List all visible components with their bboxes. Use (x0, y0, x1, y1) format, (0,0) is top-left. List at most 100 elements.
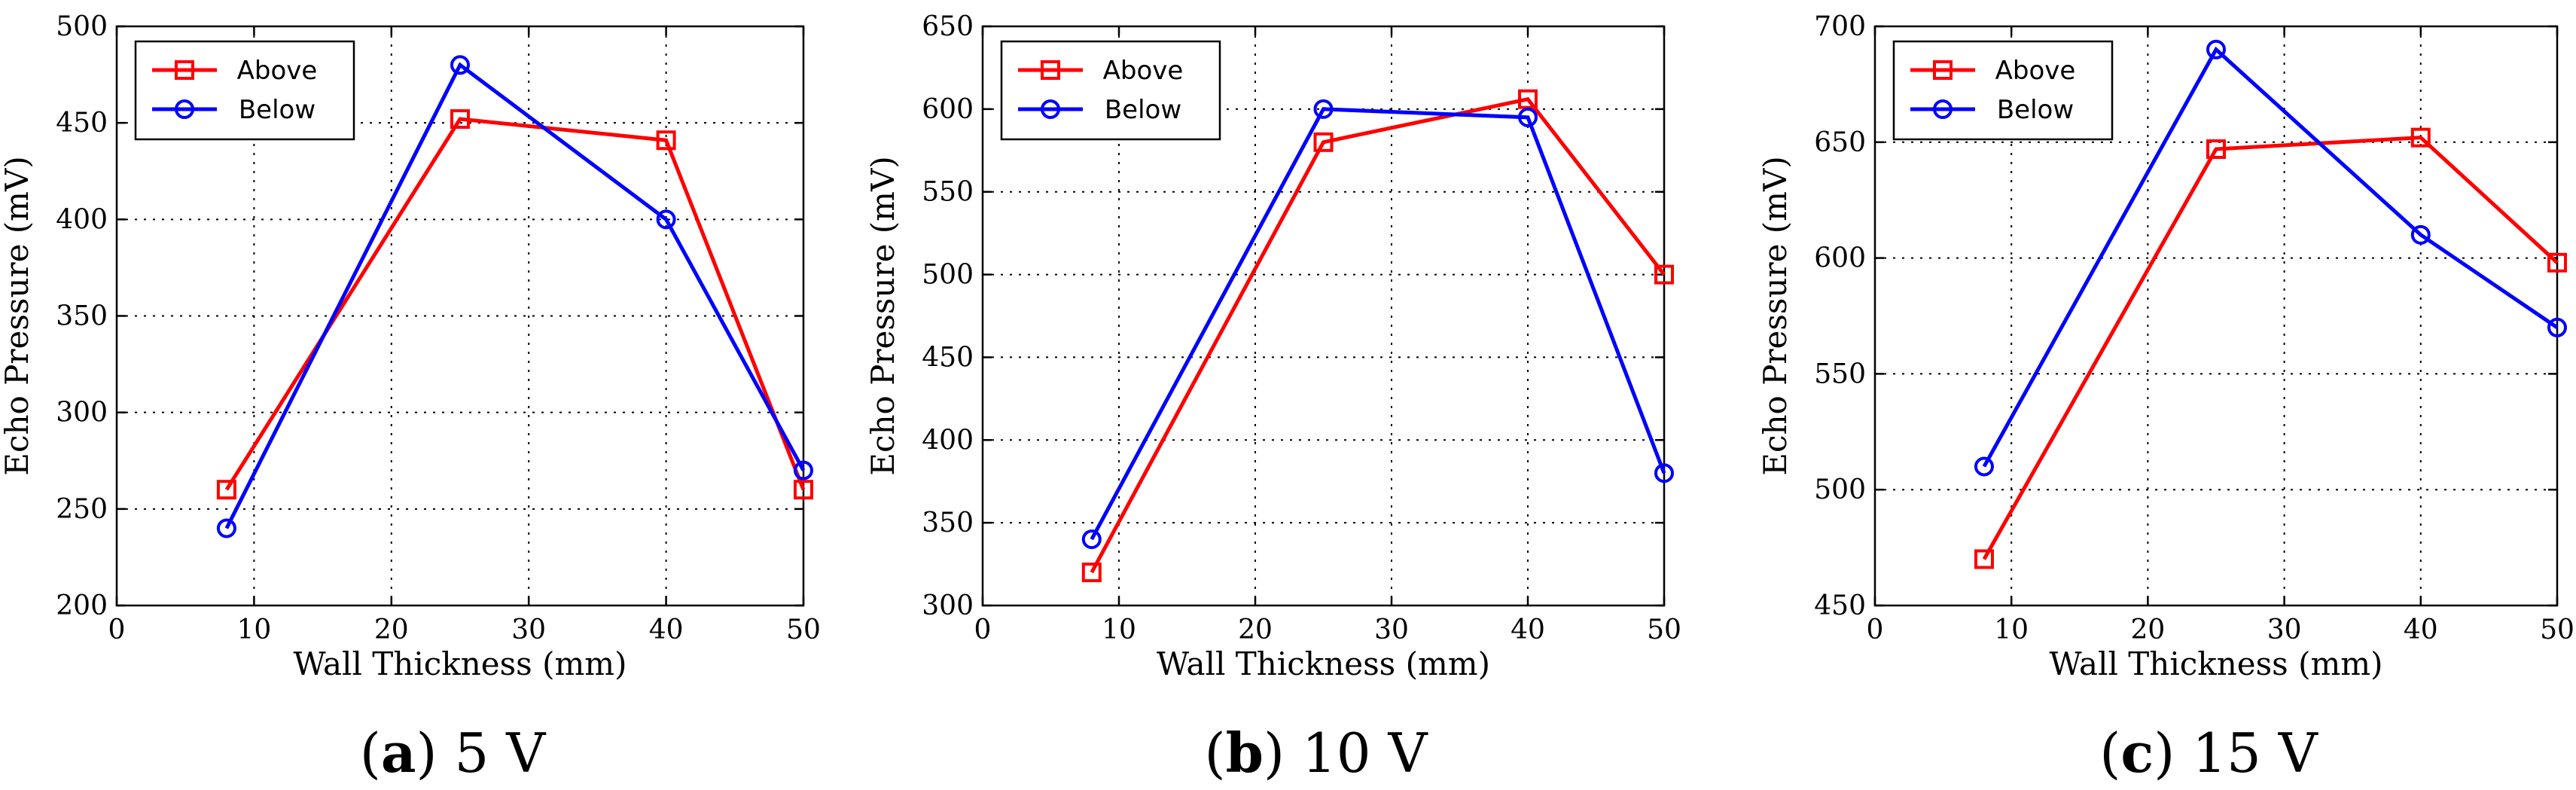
series-line-above (1982, 136, 2559, 560)
legend-label-above: Above (1995, 56, 2076, 86)
y-tick-label: 650 (1814, 127, 1866, 158)
x-tick-label: 40 (1511, 615, 1545, 645)
y-tick-label: 200 (56, 590, 108, 621)
legend-box (1892, 40, 2114, 141)
caption-open-paren: ( (2099, 721, 2120, 785)
y-axis-label: Echo Pressure (mV) (0, 156, 35, 475)
caption-open-paren: ( (1205, 721, 1226, 785)
caption-open-paren: ( (360, 721, 381, 785)
legend-marker-below (1933, 99, 1953, 119)
y-tick-label: 500 (56, 11, 108, 42)
data-point-below (1974, 456, 1994, 477)
caption-letter: a (381, 721, 416, 785)
x-tick-label: 0 (1867, 615, 1884, 645)
x-axis-label: Wall Thickness (mm) (1157, 645, 1490, 682)
y-tick-label: 700 (1814, 11, 1866, 42)
x-tick-label: 30 (511, 615, 546, 645)
y-tick-label: 300 (56, 398, 108, 429)
x-tick-label: 50 (1647, 615, 1681, 645)
x-tick-label: 50 (786, 615, 821, 645)
data-point-below (1313, 99, 1334, 119)
x-axis-label: Wall Thickness (mm) (293, 645, 626, 682)
x-tick-label: 50 (2540, 615, 2574, 645)
series-line-above (224, 117, 806, 491)
data-point-above (1654, 264, 1674, 285)
legend: Above Below (134, 40, 355, 141)
data-point-above (1974, 549, 1994, 569)
data-point-below (1518, 107, 1538, 127)
legend: Above Below (1892, 40, 2114, 141)
y-axis-label: Echo Pressure (mV) (1757, 156, 1794, 475)
legend-marker-above (1933, 60, 1953, 80)
chart-panel-b: 0 10 20 30 40 50 300 350 400 450 500 550 600 650 Wall … (864, 11, 1681, 785)
panel-caption: (a) 5 V (360, 721, 547, 785)
data-point-above (450, 109, 470, 130)
x-tick-label: 30 (1374, 615, 1409, 645)
data-point-above (2547, 252, 2567, 273)
legend: Above Below (1000, 40, 1221, 141)
y-tick-label: 450 (922, 342, 974, 373)
legend-label-below: Below (239, 95, 316, 125)
chart-panel-a: 0 10 20 30 40 50 200 250 300 350 400 450 500 Wall Thi… (0, 11, 821, 785)
x-tick-label: 20 (2130, 615, 2165, 645)
x-tick-label: 10 (1994, 615, 2029, 645)
series-line-below (1090, 107, 1666, 541)
y-tick-label: 400 (922, 425, 974, 456)
data-point-above (216, 480, 236, 500)
legend-marker-above (1041, 60, 1060, 80)
data-point-below (2547, 317, 2567, 337)
y-tick-label: 500 (922, 260, 974, 291)
caption-close-paren: ) (2154, 721, 2192, 785)
data-point-above (794, 480, 813, 500)
x-tick-label: 30 (2267, 615, 2302, 645)
data-point-above (1518, 89, 1538, 109)
legend-label-above: Above (237, 56, 318, 86)
legend-label-above: Above (1103, 56, 1184, 86)
chart-panel-c: 0 10 20 30 40 50 450 500 550 600 650 700 Wall Thickn… (1757, 11, 2574, 785)
y-tick-label: 600 (1814, 243, 1866, 274)
legend-marker-below (1041, 99, 1060, 119)
y-axis-label: Echo Pressure (mV) (864, 156, 901, 475)
x-tick-label: 20 (1238, 615, 1273, 645)
plot-frame (981, 25, 1666, 607)
data-point-above (1081, 563, 1102, 583)
legend-marker-above (175, 60, 194, 80)
x-tick-label: 40 (2404, 615, 2438, 645)
data-point-above (1313, 132, 1334, 152)
legend-marker-below (175, 99, 194, 119)
caption-close-paren: ) (416, 721, 455, 785)
y-tick-label: 500 (1814, 474, 1866, 505)
y-tick-label: 650 (922, 11, 974, 42)
y-tick-label: 400 (56, 204, 108, 235)
y-tick-label: 450 (56, 108, 108, 139)
y-tick-label: 350 (922, 508, 974, 538)
x-axis-label: Wall Thickness (mm) (2049, 645, 2382, 682)
series-line-below (1982, 46, 2559, 468)
y-tick-label: 550 (1814, 358, 1866, 389)
y-tick-label: 300 (922, 590, 974, 621)
caption-close-paren: ) (1264, 721, 1302, 785)
panel-caption: (b) 10 V (1205, 721, 1429, 785)
x-tick-label: 10 (1102, 615, 1136, 645)
x-tick-label: 40 (649, 615, 684, 645)
y-tick-label: 250 (56, 494, 108, 525)
y-tick-label: 450 (1814, 590, 1866, 621)
data-point-below (794, 460, 813, 480)
series-line-above (1090, 96, 1666, 574)
plot-frame (1873, 25, 2559, 607)
legend-box (134, 40, 355, 141)
caption-letter: c (2120, 721, 2154, 785)
legend-box (1000, 40, 1221, 141)
caption-voltage: 5 V (455, 721, 547, 785)
data-point-below (216, 518, 236, 538)
data-point-below (450, 55, 470, 75)
caption-voltage: 10 V (1302, 721, 1429, 785)
x-tick-label: 0 (108, 615, 126, 645)
y-tick-label: 600 (922, 94, 974, 125)
x-tick-label: 0 (974, 615, 992, 645)
data-point-below (656, 209, 676, 230)
data-point-below (2410, 224, 2431, 245)
x-tick-label: 20 (374, 615, 409, 645)
legend-label-below: Below (1105, 95, 1181, 125)
